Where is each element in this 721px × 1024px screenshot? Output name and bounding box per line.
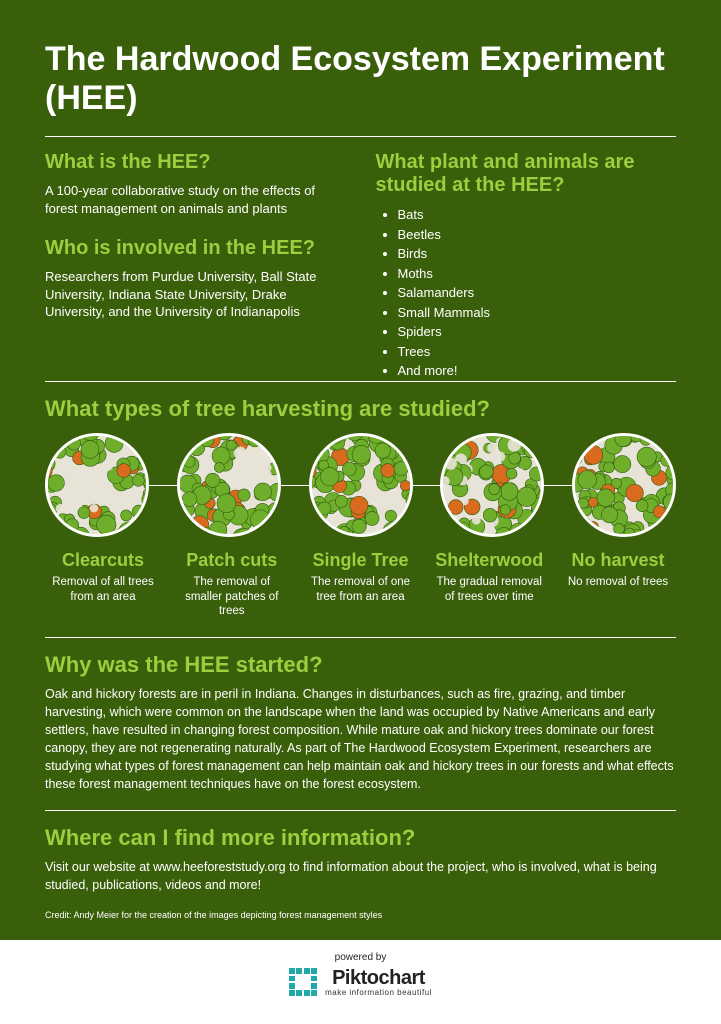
- footer: powered by Piktochart make information b…: [0, 940, 721, 1015]
- harvest-desc: Removal of all trees from an area: [45, 575, 161, 604]
- harvest-labels-row: Clearcuts Removal of all trees from an ar…: [45, 551, 676, 619]
- what-is-heading: What is the HEE?: [45, 151, 346, 174]
- studied-item: Spiders: [398, 322, 677, 342]
- studied-item: Trees: [398, 342, 677, 362]
- why-heading: Why was the HEE started?: [45, 652, 676, 677]
- page-title: The Hardwood Ecosystem Experiment (HEE): [45, 40, 676, 118]
- harvest-item: Patch cuts The removal of smaller patches…: [174, 551, 290, 619]
- credit-text: Credit: Andy Meier for the creation of t…: [45, 910, 676, 920]
- harvest-item: Shelterwood The gradual removal of trees …: [431, 551, 547, 619]
- harvest-title: No harvest: [560, 551, 676, 570]
- harvest-desc: The gradual removal of trees over time: [431, 575, 547, 604]
- harvest-circle: [309, 433, 413, 537]
- divider: [45, 381, 676, 382]
- harvest-circle: [572, 433, 676, 537]
- harvest-desc: No removal of trees: [560, 575, 676, 589]
- harvest-title: Shelterwood: [431, 551, 547, 570]
- harvesting-heading: What types of tree harvesting are studie…: [45, 396, 676, 421]
- why-text: Oak and hickory forests are in peril in …: [45, 685, 676, 794]
- divider: [45, 810, 676, 811]
- studied-item: Birds: [398, 244, 677, 264]
- harvest-title: Single Tree: [303, 551, 419, 570]
- studied-item: Moths: [398, 264, 677, 284]
- harvest-desc: The removal of smaller patches of trees: [174, 575, 290, 618]
- harvest-item: Single Tree The removal of one tree from …: [303, 551, 419, 619]
- harvest-item: No harvest No removal of trees: [560, 551, 676, 619]
- studied-item: Small Mammals: [398, 303, 677, 323]
- studied-item: Salamanders: [398, 283, 677, 303]
- studied-item: Beetles: [398, 225, 677, 245]
- harvest-item: Clearcuts Removal of all trees from an ar…: [45, 551, 161, 619]
- harvest-title: Patch cuts: [174, 551, 290, 570]
- where-text: Visit our website at www.heeforeststudy.…: [45, 858, 676, 894]
- harvest-circles-row: [45, 433, 676, 537]
- what-is-text: A 100-year collaborative study on the ef…: [45, 182, 346, 217]
- studied-heading: What plant and animals are studied at th…: [376, 151, 677, 197]
- powered-by-label: powered by: [0, 952, 721, 963]
- who-text: Researchers from Purdue University, Ball…: [45, 268, 346, 321]
- brand-name: Piktochart: [325, 967, 432, 990]
- harvest-circle: [45, 433, 149, 537]
- divider: [45, 637, 676, 638]
- studied-list: BatsBeetlesBirdsMothsSalamandersSmall Ma…: [376, 205, 677, 381]
- studied-item: And more!: [398, 361, 677, 381]
- where-heading: Where can I find more information?: [45, 825, 676, 850]
- brand-tagline: make information beautiful: [325, 988, 432, 997]
- who-heading: Who is involved in the HEE?: [45, 237, 346, 260]
- harvest-title: Clearcuts: [45, 551, 161, 570]
- harvest-circle: [177, 433, 281, 537]
- studied-item: Bats: [398, 205, 677, 225]
- harvest-desc: The removal of one tree from an area: [303, 575, 419, 604]
- divider: [45, 136, 676, 137]
- piktochart-icon: [289, 968, 317, 996]
- harvest-circle: [440, 433, 544, 537]
